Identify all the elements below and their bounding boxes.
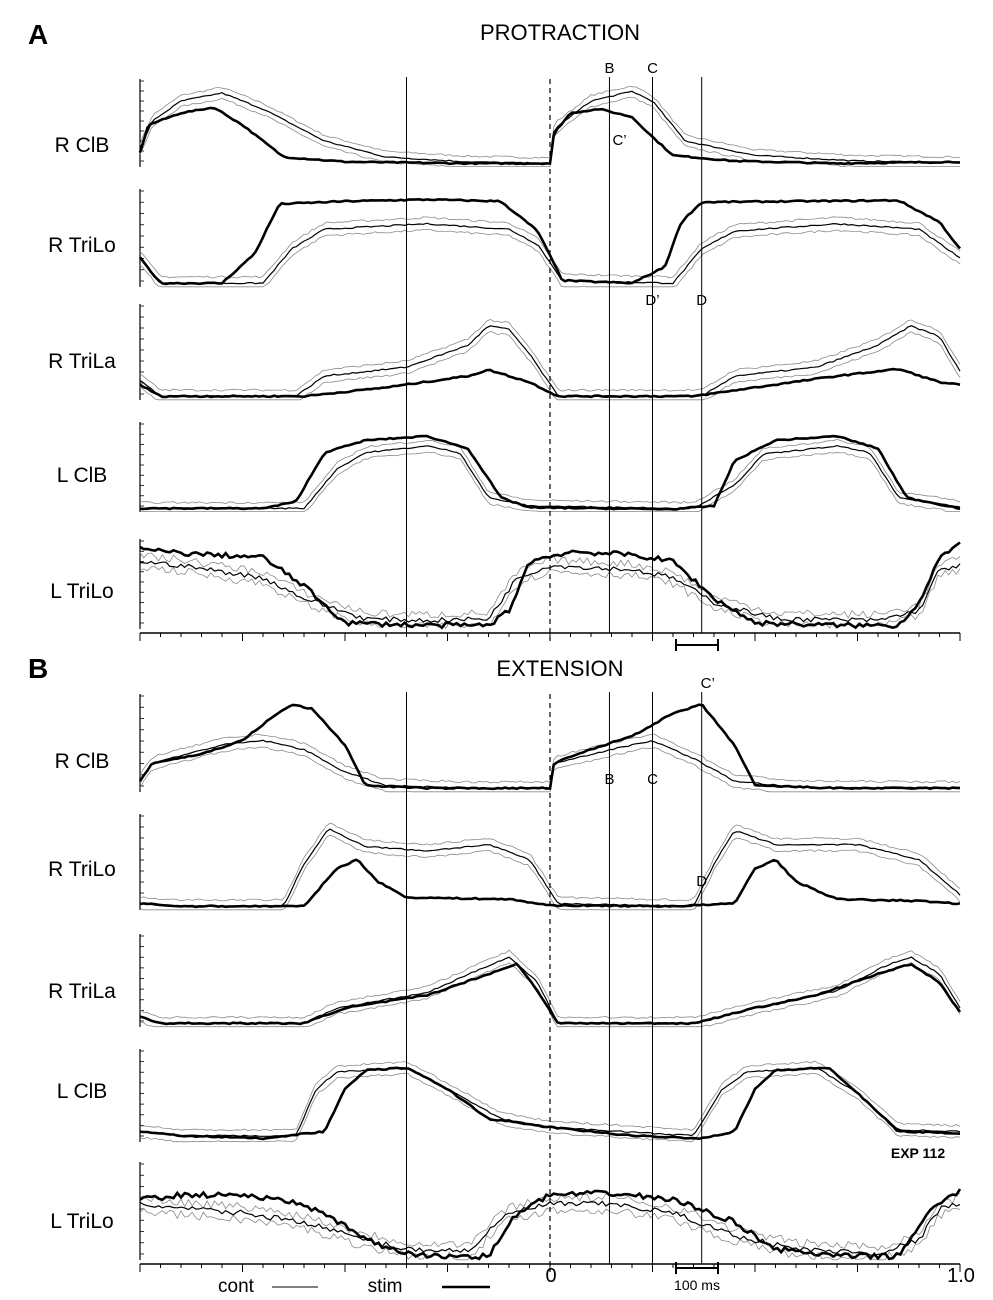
scale-bar-a <box>675 639 719 651</box>
scale-bar-label: 100 ms <box>674 1277 720 1293</box>
channel-label: R TriLa <box>48 350 116 373</box>
stim-mean-line <box>139 1188 962 1261</box>
channel-axis <box>139 304 144 400</box>
cont-sem-lower-line <box>139 834 961 911</box>
marker-label: D <box>696 292 707 309</box>
cont-sem-lower-line <box>139 746 960 793</box>
cont-sem-upper-line <box>139 822 961 902</box>
channel-axis <box>139 539 144 629</box>
x-tick-label-0: 0 <box>545 1265 556 1287</box>
panel-b-channel-labels: R ClB R TriLo R TriLa L ClB L TriLo <box>48 750 116 1233</box>
channel-axis <box>139 1162 144 1260</box>
panel-letter-a: A <box>28 19 48 50</box>
exp-label: EXP 112 <box>891 1145 945 1161</box>
marker-label: B <box>604 60 614 77</box>
marker-labels-layer: B C C’ D’ D C’ B C D <box>604 60 714 890</box>
channel-label: R TriLo <box>48 234 116 257</box>
stim-mean-line <box>139 434 961 511</box>
channel-label: R ClB <box>55 134 110 157</box>
marker-label: D <box>696 873 707 890</box>
channel-label: L ClB <box>57 1080 108 1103</box>
vertical-lines-layer <box>406 77 703 1272</box>
panel-a-channel-labels: R ClB R TriLo R TriLa L ClB L TriLo <box>48 134 116 603</box>
cont-sem-lower-line <box>139 1072 961 1143</box>
cont-sem-upper-line <box>139 438 961 505</box>
channel-label: L TriLo <box>50 1210 113 1233</box>
cont-sem-lower-line <box>139 330 961 401</box>
marker-label: C’ <box>701 675 715 692</box>
channel-axis <box>139 422 144 512</box>
channel-axis <box>139 1049 144 1142</box>
channel-axis <box>139 694 144 792</box>
channel-axis <box>139 934 144 1027</box>
x-tick-label-1: 1.0 <box>947 1265 975 1287</box>
channel-label: R TriLo <box>48 858 116 881</box>
marker-label: D’ <box>645 292 659 309</box>
legend-cont-label: cont <box>218 1276 255 1297</box>
legend: cont stim <box>218 1276 490 1297</box>
marker-label: C <box>647 771 658 788</box>
panel-a-title: PROTRACTION <box>480 20 640 45</box>
stim-mean-line <box>138 197 961 286</box>
scale-bar-b <box>675 1262 719 1274</box>
channel-label: L ClB <box>57 464 108 487</box>
channel-axis <box>139 189 144 287</box>
marker-label: C’ <box>612 132 626 149</box>
channel-label: R TriLa <box>48 980 116 1003</box>
channel-axis <box>139 814 144 910</box>
marker-label: B <box>604 771 614 788</box>
stim-mean-line <box>139 367 961 399</box>
channel-label: R ClB <box>55 750 110 773</box>
legend-stim-label: stim <box>368 1276 403 1297</box>
channel-label: L TriLo <box>50 580 113 603</box>
panel-b-title: EXTENSION <box>496 656 623 681</box>
panel-letter-b: B <box>28 653 48 684</box>
marker-label: C <box>647 60 658 77</box>
